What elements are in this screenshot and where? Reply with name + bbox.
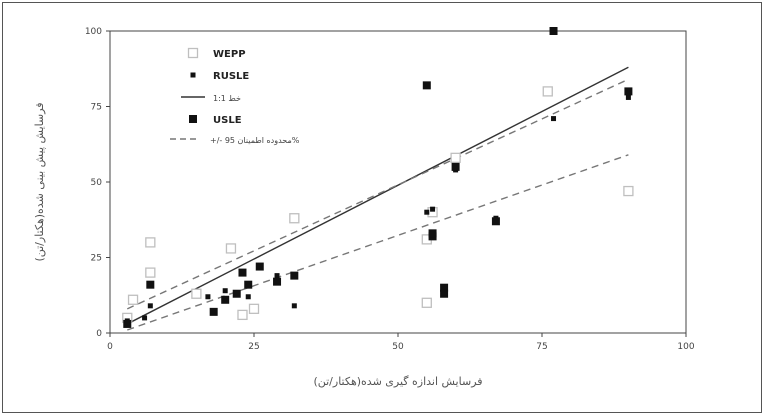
data-point-usle bbox=[123, 319, 132, 328]
x-tick-label: 0 bbox=[107, 342, 113, 352]
legend-label: RUSLE bbox=[213, 71, 249, 82]
legend-marker-small-square bbox=[190, 72, 196, 78]
legend-marker-open-square bbox=[187, 47, 199, 59]
plot-area bbox=[109, 30, 687, 334]
legend-label: USLE bbox=[213, 115, 242, 126]
data-point-usle bbox=[440, 283, 449, 292]
data-point-usle bbox=[428, 229, 437, 238]
data-point-wepp bbox=[191, 288, 202, 299]
data-point-rusle bbox=[274, 273, 280, 279]
data-point-usle bbox=[422, 81, 431, 90]
data-point-rusle bbox=[245, 294, 251, 300]
data-point-usle bbox=[451, 162, 460, 171]
legend-item: +/- محدوده اطمینان 95% bbox=[170, 136, 300, 145]
data-point-wepp bbox=[127, 294, 139, 305]
data-point-usle bbox=[146, 280, 155, 289]
data-point-usle bbox=[209, 307, 218, 316]
data-point-usle bbox=[273, 277, 282, 286]
data-point-wepp bbox=[542, 86, 553, 97]
y-axis-ticks: 0 25 50 75 100 bbox=[85, 27, 110, 339]
legend-item: WEPP bbox=[187, 47, 246, 60]
data-point-usle bbox=[549, 27, 558, 35]
data-point-usle bbox=[244, 280, 253, 289]
x-axis-ticks: 0 25 50 75 100 bbox=[107, 333, 695, 352]
data-point-rusle bbox=[625, 94, 631, 100]
y-tick-label: 75 bbox=[91, 103, 102, 113]
y-tick-label: 0 bbox=[96, 329, 102, 339]
confidence-bound-line bbox=[126, 78, 629, 310]
x-tick-label: 100 bbox=[677, 342, 694, 352]
data-point-wepp bbox=[450, 152, 461, 163]
data-point-usle bbox=[255, 262, 264, 271]
data-point-wepp bbox=[289, 213, 300, 224]
data-points bbox=[122, 27, 634, 328]
data-point-wepp bbox=[623, 185, 634, 197]
confidence-bound-line bbox=[127, 154, 629, 331]
data-point-wepp bbox=[248, 303, 260, 314]
data-point-rusle bbox=[291, 303, 297, 309]
data-point-wepp bbox=[421, 297, 432, 308]
data-point-wepp bbox=[145, 267, 156, 278]
x-axis-title: فرسایش اندازه گیری شده(هکتار/تن) bbox=[313, 375, 482, 388]
x-tick-label: 25 bbox=[248, 342, 259, 352]
legend-label: خط 1:1 bbox=[213, 94, 241, 103]
y-tick-label: 25 bbox=[91, 254, 102, 264]
one-to-one-line bbox=[126, 66, 629, 325]
fit-lines bbox=[126, 66, 629, 331]
data-point-rusle bbox=[430, 206, 436, 212]
data-point-rusle bbox=[424, 209, 430, 215]
data-point-rusle bbox=[142, 315, 148, 321]
data-point-wepp bbox=[145, 237, 156, 248]
legend-item: USLE bbox=[189, 115, 242, 126]
data-point-usle bbox=[221, 295, 230, 304]
data-point-usle bbox=[290, 271, 299, 280]
data-point-wepp bbox=[237, 309, 248, 321]
y-tick-label: 50 bbox=[91, 178, 103, 188]
legend-item: RUSLE bbox=[190, 71, 249, 82]
y-tick-label: 100 bbox=[85, 27, 102, 37]
legend-label: WEPP bbox=[213, 49, 246, 60]
data-point-usle bbox=[238, 268, 247, 277]
chart-frame: 0 25 50 75 100 0 25 50 75 100 فرسایش اندازه گیری… bbox=[2, 2, 762, 413]
data-point-rusle bbox=[205, 294, 211, 300]
data-point-wepp bbox=[225, 243, 237, 254]
data-point-usle bbox=[232, 289, 241, 298]
data-point-rusle bbox=[551, 116, 557, 122]
data-point-usle bbox=[624, 87, 633, 96]
scatter-chart: 0 25 50 75 100 0 25 50 75 100 فرسایش اندازه گیری… bbox=[33, 27, 695, 388]
legend: WEPP RUSLE خط 1:1 USLE +/- محدوده اطمینان 95… bbox=[170, 47, 300, 145]
data-point-rusle bbox=[147, 303, 153, 309]
legend-item: خط 1:1 bbox=[181, 94, 241, 103]
x-tick-label: 75 bbox=[536, 342, 547, 352]
legend-label: +/- محدوده اطمینان 95% bbox=[210, 136, 300, 145]
data-point-rusle bbox=[222, 288, 228, 294]
x-tick-label: 50 bbox=[392, 342, 404, 352]
data-point-usle bbox=[491, 217, 500, 226]
data-point-usle bbox=[440, 289, 449, 298]
y-axis-title: فرسایش پیش بینی شده(هکتار/تن) bbox=[33, 102, 46, 261]
legend-marker-filled-square bbox=[189, 115, 197, 123]
